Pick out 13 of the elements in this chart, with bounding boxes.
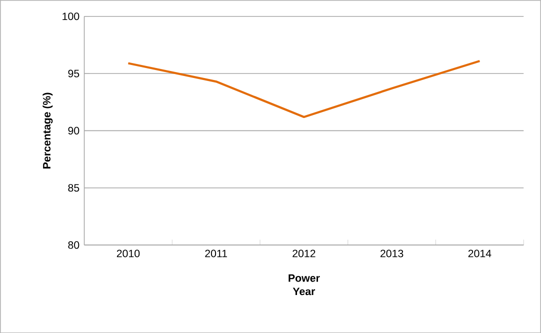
y-tick-label: 100 <box>62 12 80 20</box>
x-axis-title: Power Year <box>288 274 320 296</box>
y-tick-label: 90 <box>68 126 80 134</box>
y-tick-label: 85 <box>68 184 80 192</box>
y-tick-label: 95 <box>68 70 80 78</box>
y-tick-label: 80 <box>68 241 80 249</box>
x-tick-label: 2012 <box>292 250 316 258</box>
line-series <box>127 60 481 118</box>
y-axis-title: Percentage (%) <box>42 92 53 168</box>
x-tick-label: 2010 <box>116 250 140 258</box>
x-tick-label: 2014 <box>468 250 492 258</box>
x-tick-label: 2013 <box>380 250 404 258</box>
x-tick-label: 2011 <box>205 250 228 258</box>
